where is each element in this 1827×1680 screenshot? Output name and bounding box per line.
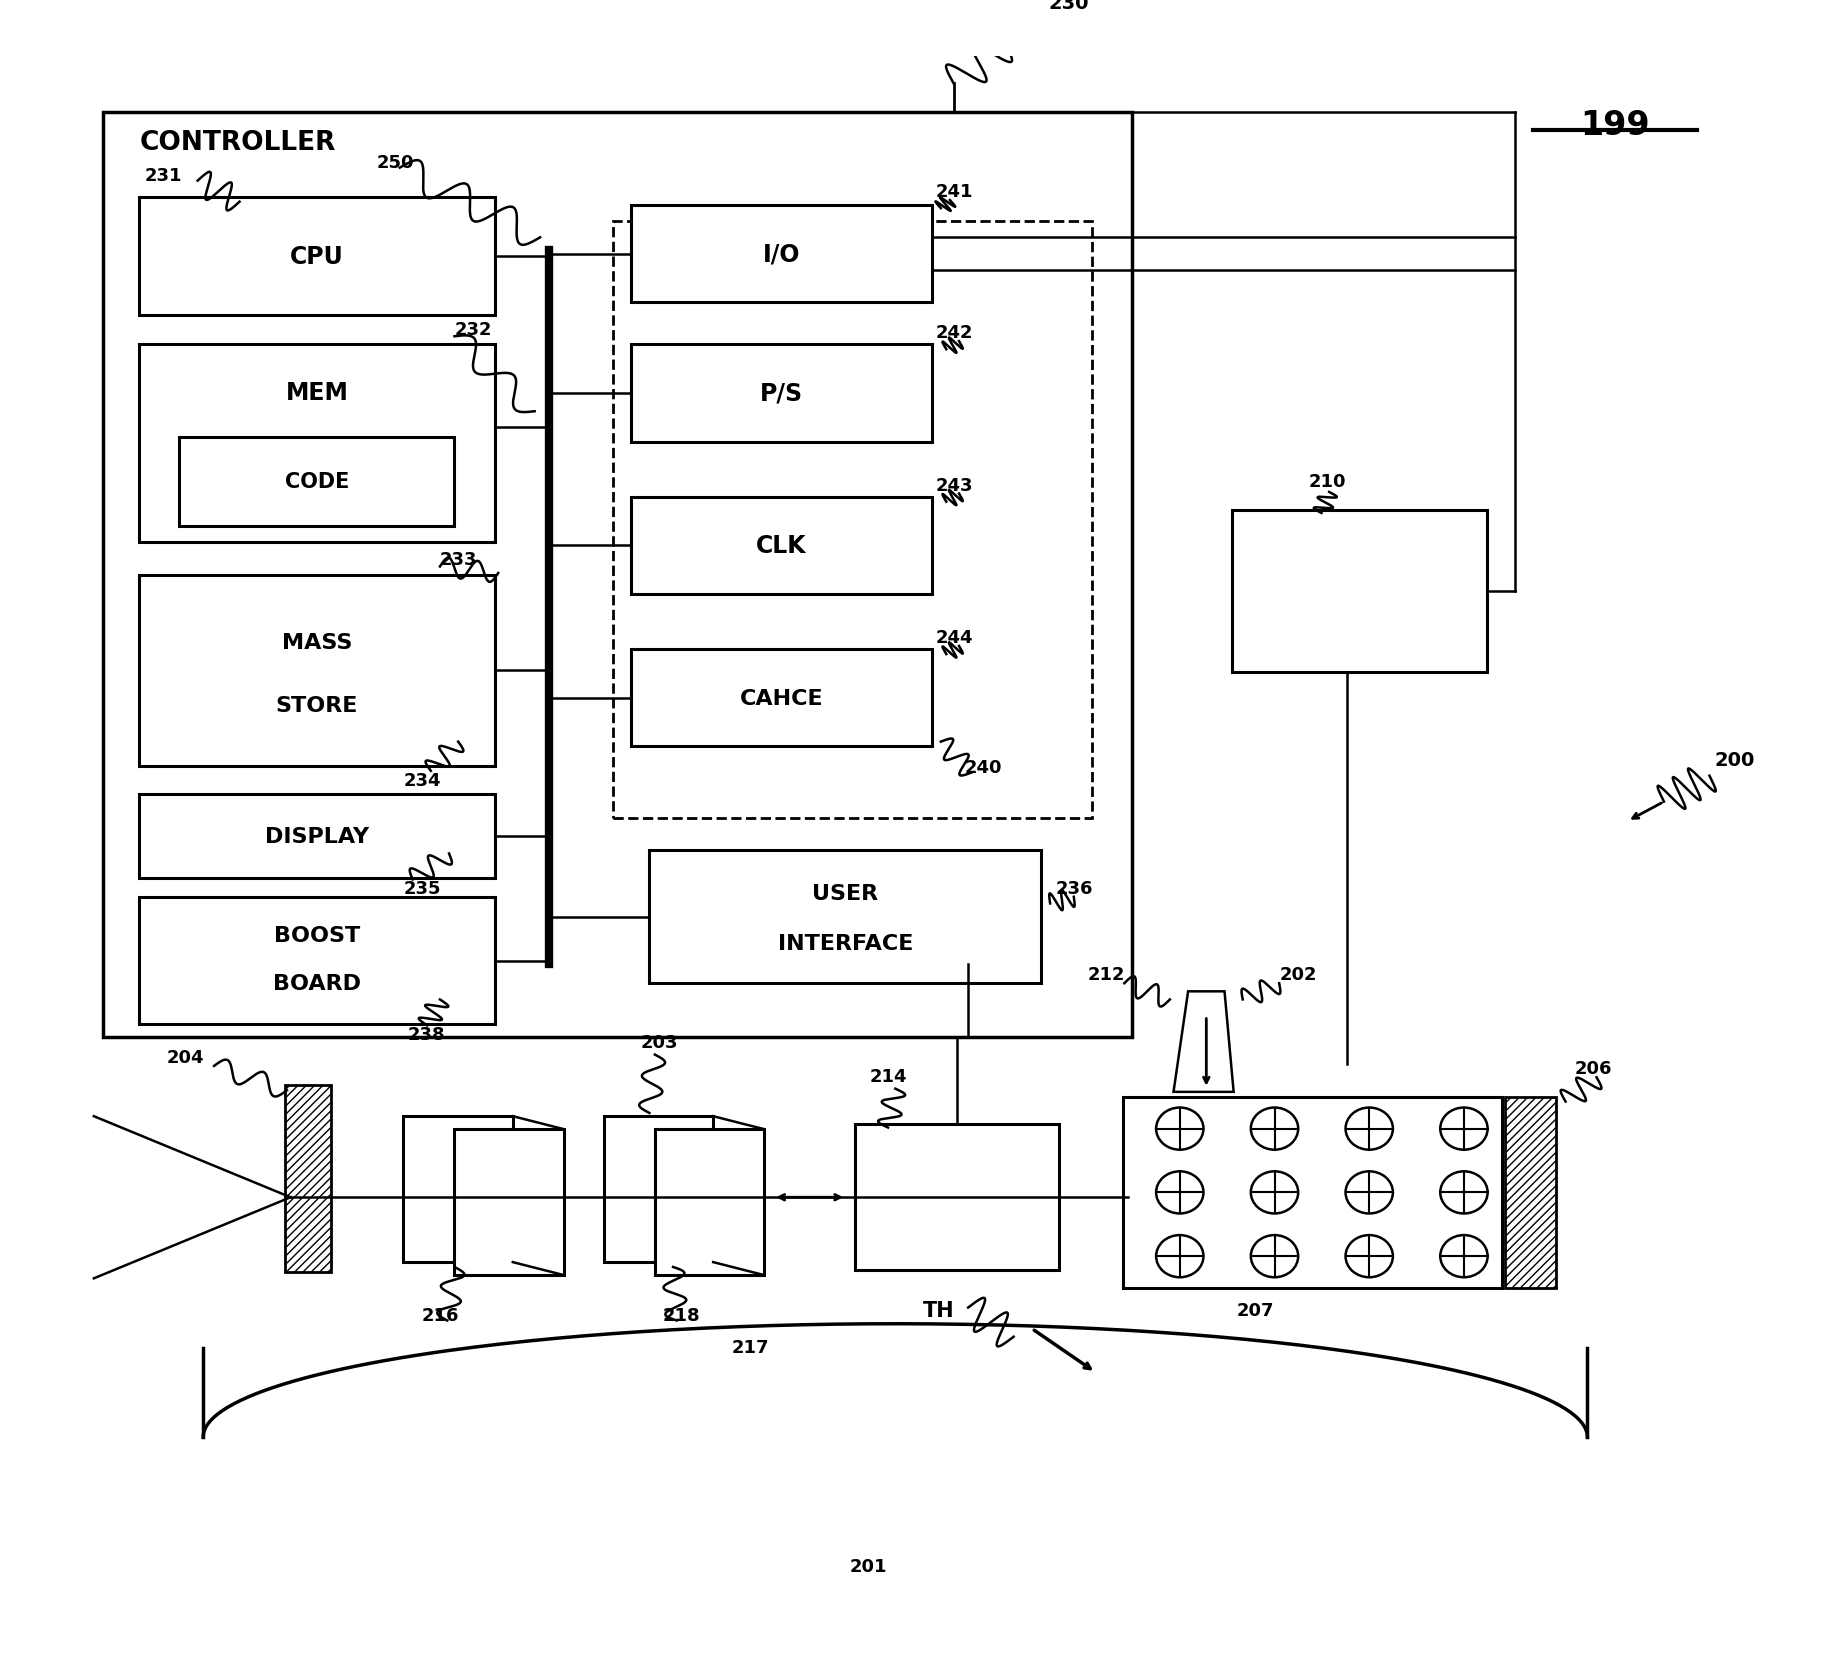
Text: STORE: STORE [276, 696, 358, 716]
Text: 240: 240 [965, 758, 1001, 776]
Text: MASS: MASS [281, 632, 353, 652]
Text: 230: 230 [1049, 0, 1089, 13]
Bar [179, 437, 455, 526]
Text: 243: 243 [935, 475, 972, 494]
Text: 250: 250 [376, 155, 413, 171]
Text: 210: 210 [1308, 474, 1346, 491]
Text: 238: 238 [407, 1026, 444, 1043]
Text: 217: 217 [731, 1339, 769, 1356]
Text: MEM: MEM [285, 381, 349, 405]
Text: CPU: CPU [290, 245, 343, 269]
Bar [630, 344, 932, 442]
Text: CAHCE: CAHCE [740, 689, 824, 709]
Bar [404, 1117, 513, 1262]
Bar [139, 897, 495, 1025]
Text: 235: 235 [404, 880, 440, 897]
Bar [630, 650, 932, 748]
Bar [654, 1129, 764, 1275]
Text: 241: 241 [935, 183, 972, 202]
Text: 216: 216 [422, 1305, 459, 1324]
Text: 199: 199 [1580, 109, 1650, 141]
Text: 214: 214 [870, 1068, 908, 1085]
Text: 231: 231 [144, 166, 183, 185]
Bar [630, 497, 932, 595]
Text: 244: 244 [935, 628, 972, 647]
Text: 200: 200 [1716, 751, 1756, 769]
Bar [649, 850, 1041, 983]
Text: 204: 204 [166, 1048, 205, 1067]
Text: 234: 234 [404, 771, 440, 790]
Text: 242: 242 [935, 324, 972, 343]
Bar [139, 344, 495, 543]
Text: CLK: CLK [756, 534, 808, 558]
Text: CODE: CODE [285, 472, 349, 492]
Text: P/S: P/S [760, 381, 804, 407]
Bar [1124, 1097, 1502, 1289]
Text: BOARD: BOARD [272, 974, 362, 993]
Bar [1505, 1097, 1557, 1289]
Text: CONTROLLER: CONTROLLER [139, 129, 336, 156]
Text: 201: 201 [850, 1557, 888, 1576]
Bar [630, 205, 932, 302]
Text: DISPLAY: DISPLAY [265, 827, 369, 847]
Bar [605, 1117, 713, 1262]
Polygon shape [1173, 991, 1233, 1092]
Bar [285, 1085, 331, 1272]
Text: 212: 212 [1087, 966, 1125, 983]
Bar [139, 198, 495, 316]
Text: 203: 203 [639, 1033, 678, 1052]
Bar [139, 575, 495, 766]
Text: 236: 236 [1056, 879, 1093, 897]
Text: 207: 207 [1237, 1302, 1273, 1319]
Text: 206: 206 [1575, 1060, 1611, 1077]
Bar [102, 114, 1133, 1037]
Text: 233: 233 [440, 551, 477, 570]
Text: 202: 202 [1279, 966, 1317, 983]
Bar [455, 1129, 565, 1275]
Bar [614, 222, 1093, 818]
Text: 232: 232 [455, 321, 491, 339]
Bar [139, 795, 495, 879]
Text: USER: USER [813, 884, 879, 904]
Text: BOOST: BOOST [274, 926, 360, 946]
Bar [855, 1124, 1060, 1270]
Bar [1231, 511, 1487, 672]
Text: 218: 218 [661, 1305, 700, 1324]
Text: I/O: I/O [762, 242, 800, 267]
Text: INTERFACE: INTERFACE [778, 934, 914, 954]
Text: TH: TH [923, 1300, 954, 1320]
